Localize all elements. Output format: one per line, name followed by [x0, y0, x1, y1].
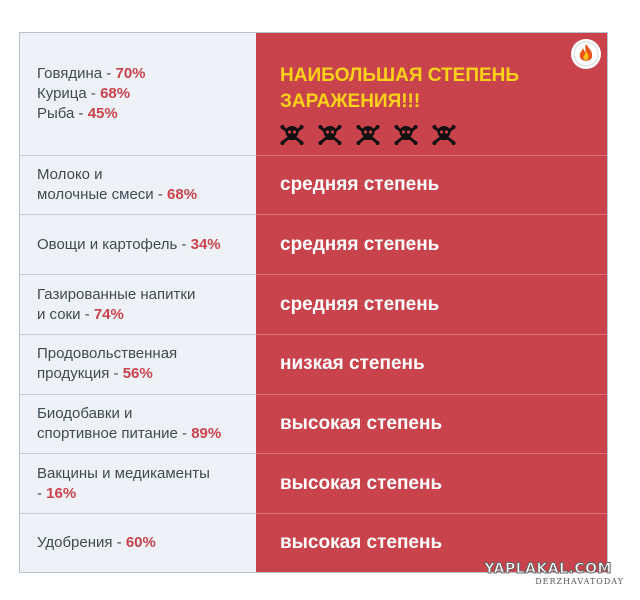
skull-crossbones-icon	[318, 123, 342, 151]
product-label: Биодобавки и	[37, 405, 133, 423]
product-cell-meat: Говядина - 70% Курица - 68% Рыба - 45%	[20, 33, 256, 156]
product-label: Газированные напитки	[37, 285, 196, 303]
product-cell-supplements: Биодобавки и спортивное питание - 89%	[20, 395, 256, 455]
product-label: продукция -	[37, 365, 123, 383]
severity-column: НАИБОЛЬШАЯ СТЕПЕНЬ ЗАРАЖЕНИЯ!!! средняя …	[256, 33, 607, 572]
percent-value: 68%	[100, 84, 131, 102]
skull-crossbones-icon	[280, 123, 304, 151]
severity-cell: высокая степень	[280, 532, 443, 554]
product-label: и соки -	[37, 305, 94, 323]
severity-cell: низкая степень	[256, 335, 607, 395]
skull-crossbones-icon	[394, 123, 418, 151]
product-label: Удобрения -	[37, 534, 126, 552]
percent-value: 56%	[122, 365, 153, 383]
watermark-main: YAPLAKAL.COM	[484, 561, 612, 578]
skull-row	[280, 123, 456, 151]
product-cell-vegetables: Овощи и картофель - 34%	[20, 215, 256, 276]
product-label: молочные смеси -	[37, 185, 168, 203]
severity-alert-line: ЗАРАЖЕНИЯ!!!	[280, 91, 421, 112]
percent-value: 60%	[125, 534, 156, 552]
product-cell-food: Продовольственная продукция - 56%	[20, 335, 256, 395]
severity-cell: средняя степень	[256, 156, 607, 216]
percent-value: 34%	[190, 235, 221, 253]
severity-cell-highest: НАИБОЛЬШАЯ СТЕПЕНЬ ЗАРАЖЕНИЯ!!!	[256, 33, 607, 156]
watermark-sub: DERZHAVATODAY	[535, 577, 624, 586]
severity-cell: средняя степень	[256, 275, 607, 335]
product-cell-fertilizers: Удобрения - 60%	[20, 514, 256, 572]
contamination-table: Говядина - 70% Курица - 68% Рыба - 45% М…	[19, 32, 608, 573]
flame-logo-icon	[571, 39, 601, 69]
percent-value: 45%	[87, 104, 118, 122]
product-cell-drinks: Газированные напитки и соки - 74%	[20, 275, 256, 335]
product-cell-milk: Молоко и молочные смеси - 68%	[20, 156, 256, 216]
product-label: спортивное питание -	[37, 425, 192, 443]
product-label: -	[37, 484, 47, 502]
percent-value: 16%	[46, 484, 77, 502]
product-cell-vaccines: Вакцины и медикаменты - 16%	[20, 454, 256, 515]
skull-crossbones-icon	[432, 123, 456, 151]
product-column: Говядина - 70% Курица - 68% Рыба - 45% М…	[20, 33, 256, 572]
percent-value: 68%	[167, 185, 198, 203]
product-label: Овощи и картофель -	[37, 235, 191, 253]
product-label: Рыба -	[37, 104, 88, 122]
product-label: Курица -	[37, 84, 101, 102]
percent-value: 89%	[191, 425, 222, 443]
product-label: Вакцины и медикаменты	[37, 464, 210, 482]
severity-alert-line: НАИБОЛЬШАЯ СТЕПЕНЬ	[280, 65, 520, 86]
severity-cell: высокая степень	[256, 454, 607, 515]
product-label: Говядина -	[37, 64, 116, 82]
percent-value: 74%	[93, 305, 124, 323]
product-label: Продовольственная	[37, 345, 178, 363]
percent-value: 70%	[115, 64, 146, 82]
severity-cell: средняя степень	[256, 215, 607, 276]
product-label: Молоко и	[37, 165, 103, 183]
skull-crossbones-icon	[356, 123, 380, 151]
severity-cell: высокая степень	[256, 395, 607, 455]
